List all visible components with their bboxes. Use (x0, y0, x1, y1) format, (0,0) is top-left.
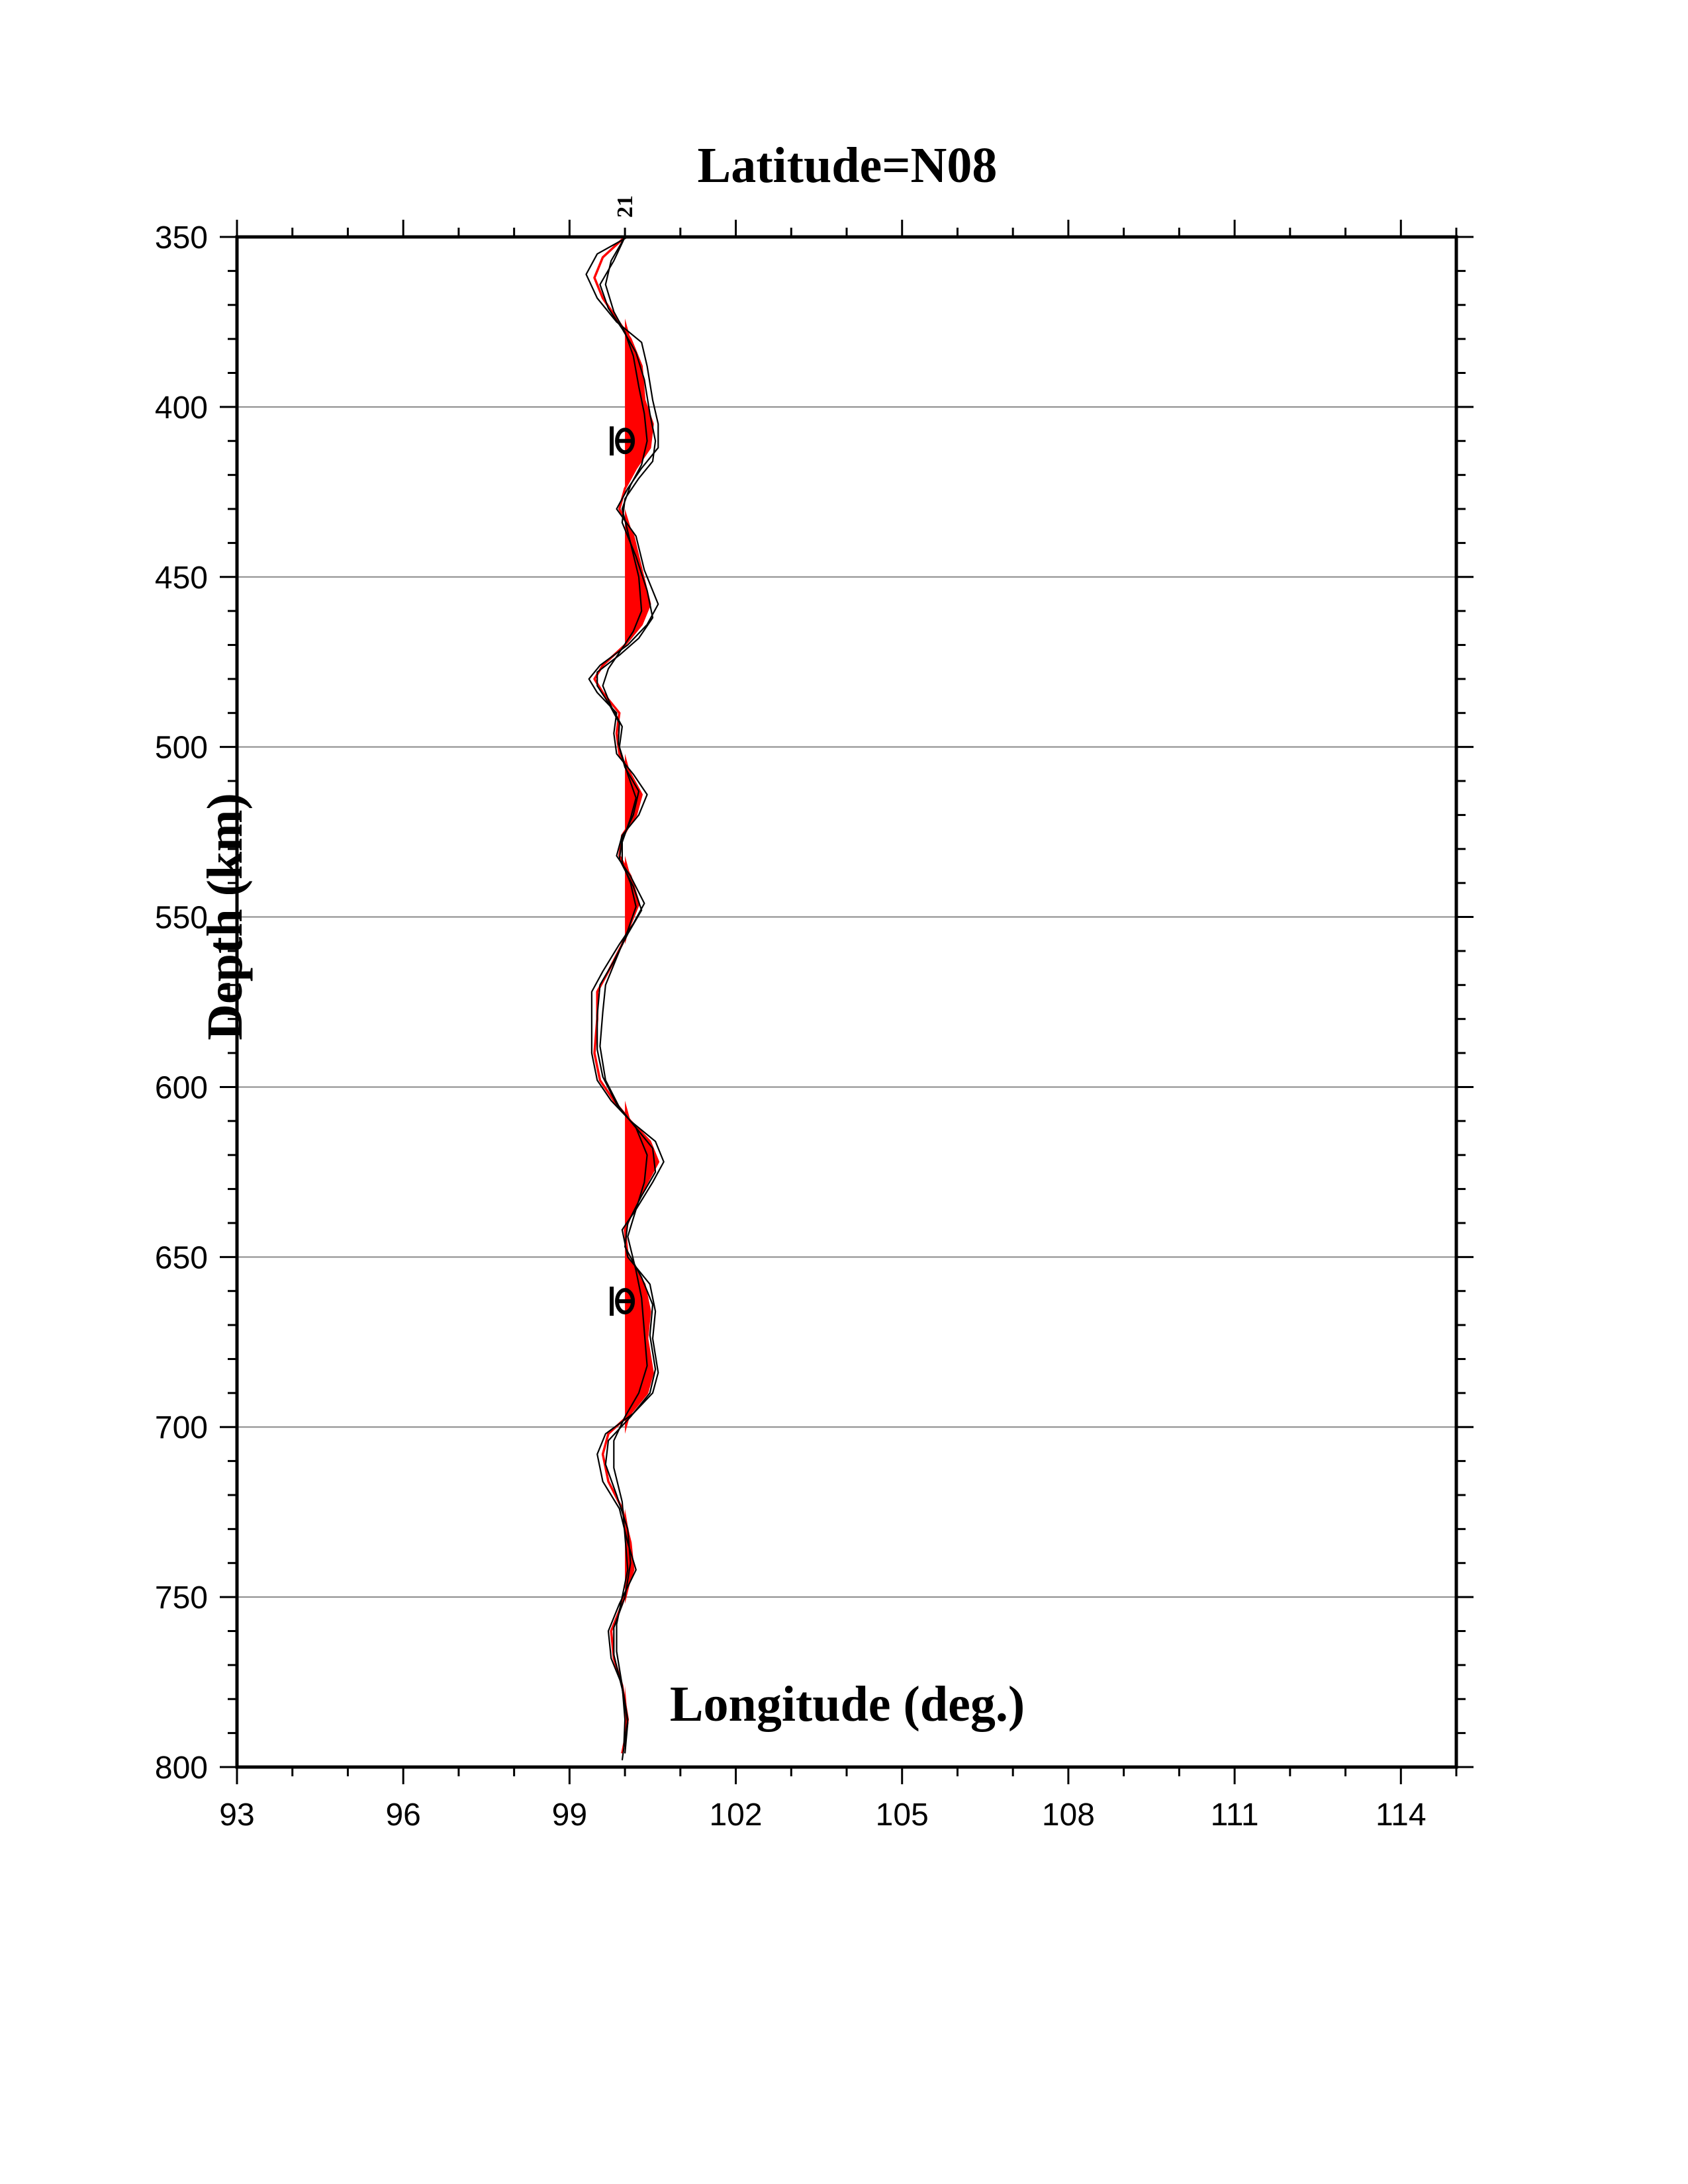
y-tick-label: 700 (155, 1410, 208, 1445)
x-tick-label: 93 (219, 1797, 254, 1833)
trace-line-3 (596, 236, 657, 1754)
y-axis-label: Depth (km) (197, 793, 253, 1040)
theta-marker-0 (610, 426, 635, 456)
x-tick-label: 102 (709, 1797, 762, 1833)
y-tick-label: 400 (155, 390, 208, 426)
x-tick-label: 111 (1211, 1797, 1259, 1833)
positive-fill-areas (625, 237, 659, 1754)
positive-fill (625, 237, 659, 1754)
y-tick-label: 450 (155, 561, 208, 596)
trace-label: 21 (613, 195, 637, 218)
x-tick-label: 108 (1042, 1797, 1095, 1833)
y-tick-label: 650 (155, 1240, 208, 1275)
grid-lines (237, 406, 1456, 1598)
y-tick-label: 500 (155, 731, 208, 766)
x-tick-label: 96 (385, 1797, 420, 1833)
y-tick-label: 600 (155, 1070, 208, 1105)
labels: Latitude=N08 Longitude (deg.) Depth (km)… (197, 138, 1025, 1732)
y-tick-label: 550 (155, 901, 208, 936)
x-tick-label: 114 (1376, 1797, 1427, 1833)
x-tick-label: 99 (552, 1797, 587, 1833)
discontinuity-markers (610, 426, 635, 1316)
axes: 350 400 450 500 550 600 650 700 750 800 93 96 99 102 1… (155, 220, 1474, 1833)
chart-title: Latitude=N08 (698, 138, 998, 193)
theta-marker-1 (610, 1287, 635, 1316)
y-tick-label: 350 (155, 220, 208, 255)
y-tick-label: 800 (155, 1751, 208, 1786)
y-tick-label: 750 (155, 1580, 208, 1615)
waveform-traces (585, 236, 665, 1760)
trace-line-2 (599, 236, 648, 1747)
x-axis-label: Longitude (deg.) (670, 1676, 1025, 1732)
x-tick-label: 105 (876, 1797, 929, 1833)
